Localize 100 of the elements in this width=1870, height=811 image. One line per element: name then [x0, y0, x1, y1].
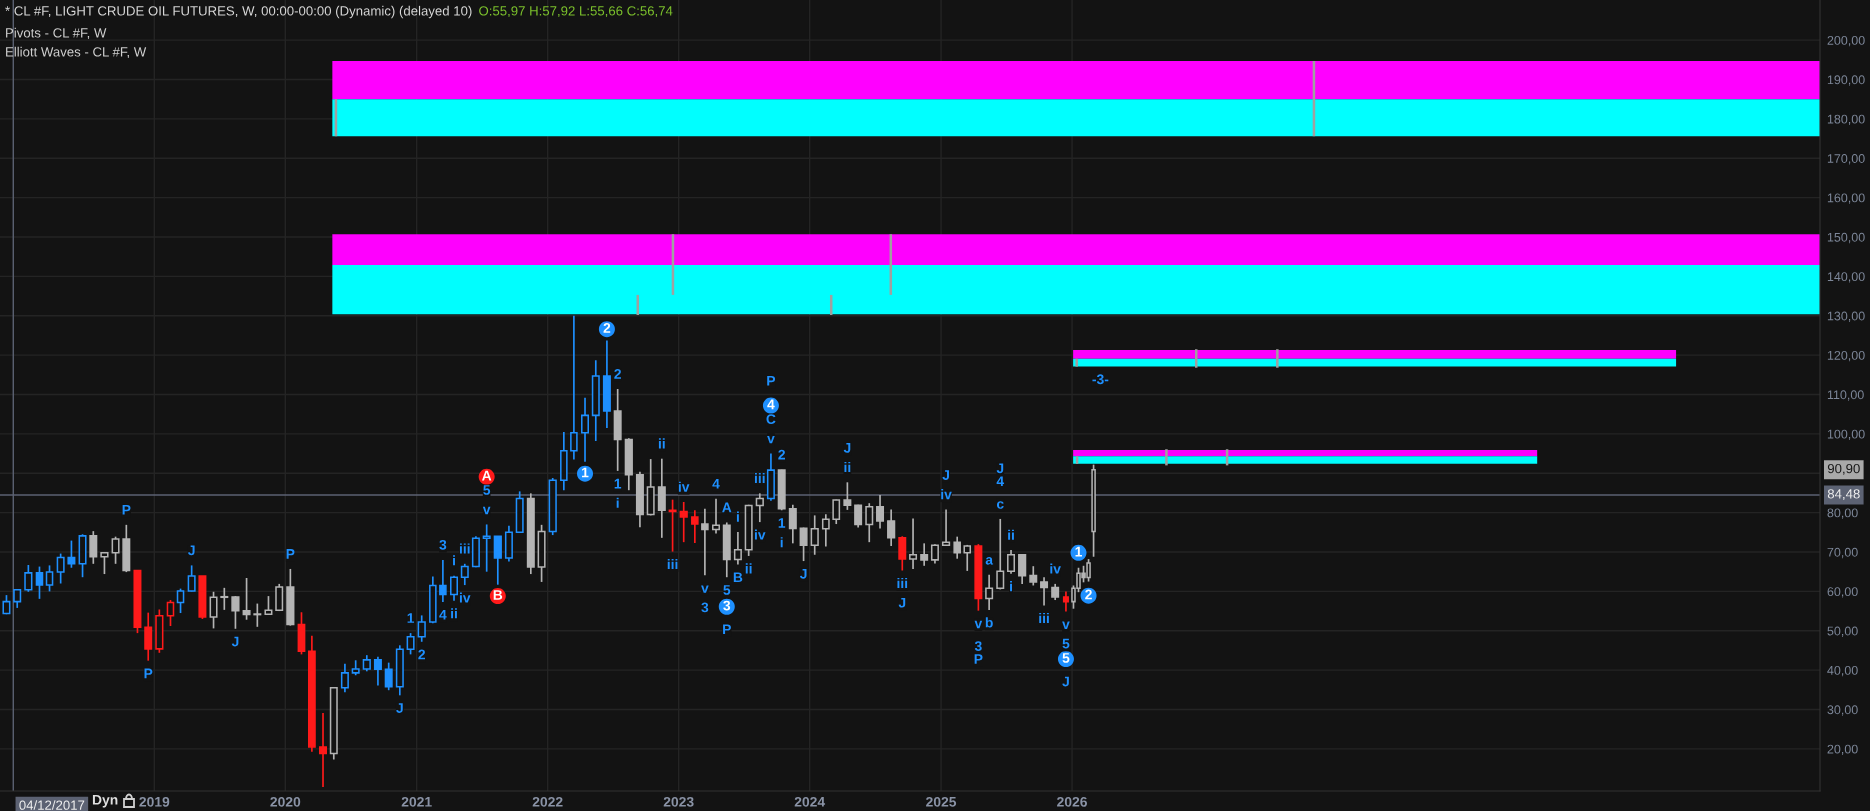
y-tick-label: 50,00 [1827, 626, 1858, 637]
annotation: A [722, 502, 732, 513]
candlestick [963, 544, 972, 572]
annotation: J [898, 597, 906, 608]
annotation: 1 [1075, 546, 1082, 557]
annotation: 5 [483, 485, 491, 495]
candlestick [176, 587, 185, 614]
annotation: 4 [439, 609, 447, 620]
y-tick-label: 40,00 [1827, 665, 1858, 677]
candlestick [876, 494, 885, 530]
chart-subtitle: O:55,97 H:57,92 L:55,66 C:56,74 [479, 6, 673, 18]
annotation: J [396, 703, 403, 713]
candlestick [657, 457, 666, 539]
annotation: a [985, 557, 994, 565]
candlestick [35, 565, 44, 600]
candlestick [231, 595, 240, 630]
candlestick [755, 492, 764, 523]
bar [1276, 349, 1279, 368]
candlestick [691, 509, 699, 544]
y-tick-label: 190,00 [1827, 75, 1865, 86]
candlestick [1040, 576, 1049, 607]
annotation: -3- [1092, 374, 1109, 385]
candlestick [24, 564, 33, 593]
annotation: v [1062, 621, 1070, 629]
y-tick-label: 100,00 [1827, 429, 1865, 441]
candlestick [166, 599, 175, 627]
candlestick [373, 655, 382, 687]
candlestick [253, 602, 262, 628]
candlestick [45, 564, 54, 593]
y-tick-label: 160,00 [1827, 193, 1865, 204]
candlestick [1007, 549, 1016, 575]
ref-line-label: 04/12/2017 [19, 800, 85, 810]
annotation: ii [844, 461, 851, 473]
candlestick [209, 590, 218, 630]
annotation: iv [754, 529, 766, 540]
annotation: v [767, 435, 775, 444]
annotation: ii [658, 438, 665, 449]
annotation: i [453, 555, 455, 566]
candlestick [679, 501, 688, 543]
candlestick [1029, 565, 1038, 587]
annotation: 5 [723, 585, 731, 595]
annotation: J [188, 545, 195, 556]
x-tick-label: 2022 [532, 796, 563, 807]
annotation: iii [667, 559, 678, 570]
candlestick [417, 614, 426, 643]
annotation: iii [897, 577, 908, 588]
candlestick [996, 518, 1005, 591]
text: 90,90 [1827, 463, 1860, 475]
annotation: 2 [1085, 589, 1092, 600]
annotation: i [736, 511, 739, 522]
annotation: B [733, 572, 743, 583]
candlestick [493, 535, 502, 586]
annotation: 2 [603, 323, 611, 333]
candlestick [898, 535, 907, 572]
annotation: J [1062, 676, 1069, 687]
y-tick-label: 70,00 [1827, 547, 1858, 559]
candlestick [733, 531, 742, 566]
candlestick [450, 574, 459, 602]
annotation: iv [941, 489, 952, 500]
candlestick [384, 661, 393, 692]
annotation: 4 [767, 399, 775, 410]
bar [1075, 358, 1078, 367]
bar [1165, 449, 1168, 466]
y-tick-label: 180,00 [1827, 114, 1865, 126]
y-tick-label: 60,00 [1827, 587, 1858, 598]
annotation: ii [451, 608, 457, 619]
annotation: iv [678, 481, 690, 492]
candlestick [13, 588, 22, 609]
annotation: 2 [778, 449, 785, 460]
annotation: iii [459, 543, 470, 554]
annotation: 1 [778, 518, 786, 528]
candlestick [712, 498, 721, 535]
candlestick [340, 662, 349, 694]
chart-title: * CL #F, LIGHT CRUDE OIL FUTURES, W, 00:00-00:00 (Dynamic) (delayed 10) [5, 5, 472, 19]
y-tick-label: 30,00 [1827, 705, 1858, 716]
annotation: J [942, 470, 949, 480]
candlestick [701, 507, 709, 577]
candlestick [843, 481, 852, 511]
annotation: 4 [712, 479, 720, 489]
candlestick [821, 513, 830, 548]
candlestick [187, 564, 196, 593]
annotation: i [780, 537, 783, 548]
annotation: B [493, 590, 503, 600]
annotation: 1 [614, 478, 622, 489]
annotation: v [482, 506, 491, 515]
y-tick-label: 150,00 [1827, 232, 1865, 244]
y-tick-label: 130,00 [1827, 311, 1865, 322]
x-tick-label: 2025 [926, 796, 957, 807]
annotation: J [843, 443, 851, 453]
annotation: P [144, 668, 153, 679]
annotation: A [482, 470, 492, 481]
annotation: Elliott Waves - CL #F, W [6, 46, 147, 59]
candlestick [909, 517, 918, 570]
annotation: 1 [407, 613, 415, 623]
annotation: i [1010, 581, 1012, 592]
annotation: P [767, 375, 776, 386]
annotation: b [985, 617, 993, 628]
annotation: 2 [614, 369, 621, 379]
annotation: P [122, 504, 131, 515]
candlestick [865, 502, 874, 543]
